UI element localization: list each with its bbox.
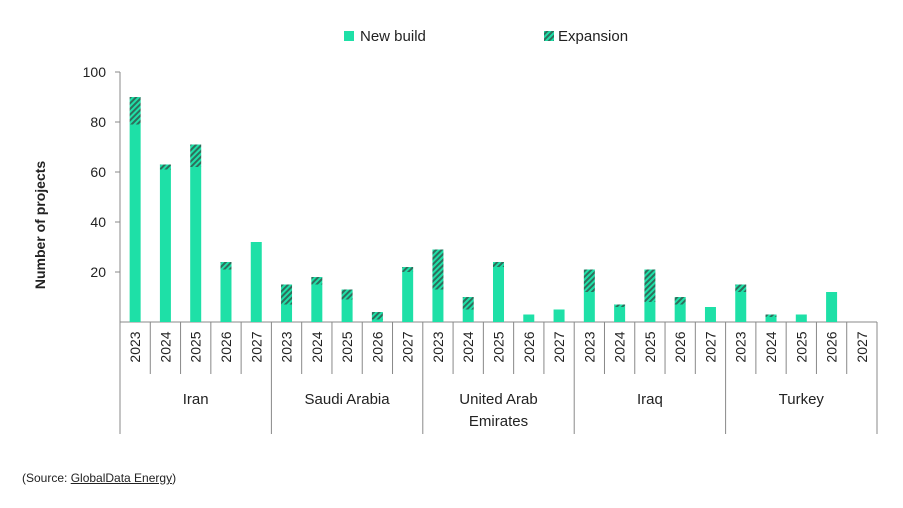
bar-new-build [704, 307, 716, 322]
bar-new-build [432, 289, 444, 322]
legend-swatch-expansion [544, 31, 554, 41]
bar-new-build [765, 317, 777, 322]
bar-expansion [735, 284, 747, 292]
x-tick-label-year: 2027 [400, 331, 416, 362]
group-label: United Arab [459, 391, 537, 408]
bar-new-build [826, 292, 838, 322]
bar-expansion [341, 289, 353, 300]
x-tick-label-year: 2026 [218, 331, 234, 362]
bar-expansion [281, 284, 293, 305]
bar-expansion [644, 269, 656, 302]
bar-new-build [402, 272, 414, 322]
bar-expansion [402, 267, 414, 272]
bar-new-build [371, 319, 383, 322]
axes: 20 40 60 80 100 Number of projects [32, 64, 878, 434]
bar-new-build [674, 304, 686, 322]
source-note: (Source: GlobalData Energy) [22, 471, 176, 485]
x-tick-label-year: 2023 [581, 331, 597, 362]
x-tick-label-year: 2026 [521, 331, 537, 362]
bar-new-build [735, 292, 747, 322]
group-label: Iraq [637, 391, 663, 408]
group-label: Iran [183, 391, 209, 408]
bar-new-build [614, 307, 626, 322]
x-tick-label-year: 2023 [279, 331, 295, 362]
x-tick-label-year: 2027 [854, 331, 870, 362]
source-prefix: (Source: [22, 471, 71, 485]
x-tick-label-year: 2025 [491, 331, 507, 362]
x-tick-label-year: 2025 [642, 331, 658, 362]
bar-new-build [462, 309, 474, 322]
legend-label-new-build: New build [360, 28, 426, 45]
source-suffix: ) [172, 471, 177, 485]
source-link[interactable]: GlobalData Energy [70, 471, 173, 485]
bar-expansion [493, 262, 504, 267]
bar-expansion [765, 314, 777, 317]
group-label: Emirates [469, 413, 528, 430]
x-tick-label-year: 2025 [793, 331, 809, 362]
bar-new-build [159, 169, 171, 322]
bar-expansion [220, 262, 232, 270]
bar-expansion [190, 144, 202, 167]
x-tick-label-year: 2024 [309, 331, 325, 362]
bar-expansion [159, 164, 171, 170]
x-tick-label-year: 2023 [127, 331, 143, 362]
y-axis-title: Number of projects [32, 161, 48, 290]
y-tick-label: 60 [90, 164, 106, 180]
bar-expansion [674, 297, 686, 305]
group-label: Turkey [779, 391, 825, 408]
x-tick-label-year: 2026 [672, 331, 688, 362]
bar-expansion [462, 297, 474, 310]
bar-new-build [129, 124, 141, 322]
legend-label-expansion: Expansion [558, 28, 628, 45]
x-tick-label-year: 2027 [702, 331, 718, 362]
x-tick-label-year: 2027 [248, 331, 264, 362]
bar-expansion [614, 304, 626, 307]
bar-new-build [583, 292, 595, 322]
bar-new-build [553, 309, 565, 322]
bar-new-build [220, 269, 232, 322]
x-tick-label-year: 2024 [460, 331, 476, 362]
bar-expansion [583, 269, 595, 292]
bar-new-build [341, 299, 353, 322]
bar-new-build [493, 267, 504, 322]
bar-new-build [250, 242, 262, 322]
bar-new-build [644, 302, 656, 322]
x-tick-label-year: 2023 [430, 331, 446, 362]
bar-expansion [311, 277, 323, 285]
x-axis-labels: 2023 2024 2025 2026 2027 Iran 2023 2024 2025 2026… [127, 331, 870, 430]
bar-new-build [523, 314, 535, 322]
legend: New build Expansion [344, 28, 628, 45]
bar-new-build [311, 284, 323, 322]
y-tick-label: 100 [83, 64, 107, 80]
bar-expansion [129, 97, 141, 125]
x-tick-label-year: 2026 [824, 331, 840, 362]
bar-expansion [432, 249, 444, 290]
x-tick-label-year: 2023 [733, 331, 749, 362]
x-tick-label-year: 2024 [763, 331, 779, 362]
legend-swatch-new-build [344, 31, 354, 41]
bars [129, 97, 838, 322]
x-tick-label-year: 2027 [551, 331, 567, 362]
y-tick-label: 40 [90, 214, 106, 230]
bar-new-build [795, 314, 807, 322]
bar-new-build [281, 304, 293, 322]
x-tick-label-year: 2024 [157, 331, 173, 362]
x-tick-label-year: 2026 [369, 331, 385, 362]
y-tick-label: 80 [90, 114, 106, 130]
bar-expansion [371, 312, 383, 320]
x-tick-label-year: 2025 [339, 331, 355, 362]
x-tick-label-year: 2024 [612, 331, 628, 362]
group-label: Saudi Arabia [305, 391, 391, 408]
y-tick-label: 20 [90, 264, 106, 280]
x-tick-label-year: 2025 [188, 331, 204, 362]
bar-new-build [190, 167, 202, 322]
